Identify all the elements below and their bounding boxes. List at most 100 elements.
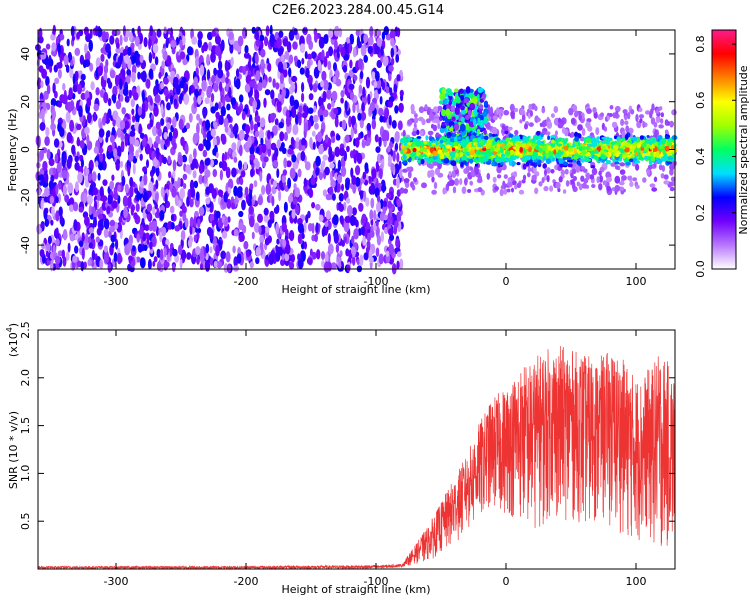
spectrogram-cell	[463, 98, 469, 104]
spectrogram-cell	[339, 147, 346, 157]
spectrogram-cell	[187, 46, 193, 56]
spectrogram-cell	[474, 90, 478, 96]
spectrogram-cell	[625, 162, 631, 166]
spectrogram-cell	[192, 170, 197, 179]
spectrogram-cell	[202, 107, 207, 119]
spectrogram-cell	[63, 55, 69, 66]
spectrogram-cell	[136, 190, 140, 202]
spectrogram-cell	[390, 163, 395, 172]
spectrogram-cell	[399, 168, 403, 179]
spectrogram-cell	[319, 114, 324, 122]
spectrogram-cell	[233, 156, 238, 163]
spectrogram-cell	[627, 175, 632, 181]
spectrogram-cell	[413, 177, 418, 183]
spectrogram-cell	[353, 228, 359, 240]
spectrogram-cell	[74, 181, 79, 193]
spectrogram-cell	[241, 111, 246, 121]
spectrogram-cell	[297, 168, 302, 178]
spectrogram-cell	[655, 109, 660, 114]
spectrogram-cell	[558, 176, 563, 183]
spectrogram-cell	[421, 182, 427, 189]
spectrogram-cell	[109, 225, 115, 233]
spectrogram-cell	[547, 135, 551, 140]
spectrogram-cell	[184, 143, 189, 155]
spectrogram-cell	[376, 37, 383, 47]
spectrogram-cell	[50, 123, 56, 131]
spectrogram-cell	[281, 88, 286, 99]
spectrogram-cell	[37, 174, 44, 181]
spectrogram-cell	[119, 34, 123, 46]
spectrogram-cell	[376, 59, 383, 69]
spectrogram-cell	[432, 124, 438, 132]
spectrogram-cell	[295, 204, 300, 215]
spectrogram-cell	[388, 73, 392, 82]
spectrogram-cell	[454, 178, 459, 186]
spectrogram-cell	[315, 222, 319, 233]
spectrogram-cell	[119, 120, 126, 130]
spectrogram-cell	[278, 121, 284, 129]
spectrogram-cell	[113, 148, 118, 158]
spectrogram-cell	[106, 77, 111, 84]
spectrogram-cell	[467, 189, 472, 193]
spectrogram-cell	[88, 173, 92, 182]
spectrogram-cell	[93, 146, 99, 154]
spectrogram-cell	[139, 257, 146, 269]
spectrogram-cell	[66, 157, 72, 169]
spectrogram-cell	[654, 129, 658, 138]
spectrogram-cell	[78, 105, 83, 118]
spectrogram-cell	[103, 252, 108, 264]
spectrogram-cell	[396, 212, 401, 222]
spectrogram-cell	[275, 82, 280, 90]
spectrogram-cell	[250, 119, 254, 131]
spectrogram-cell	[57, 69, 62, 79]
spectrogram-cell	[312, 141, 316, 150]
spectrogram-cell	[287, 148, 294, 155]
spectrogram-cell	[80, 92, 86, 100]
spectrogram-cell	[345, 197, 351, 204]
spectrogram-cell	[99, 259, 104, 270]
spectrogram-cell	[586, 108, 592, 114]
spectrogram-cell	[235, 68, 240, 78]
spectrogram-cell	[340, 46, 346, 57]
spectrogram-cell	[94, 25, 99, 37]
spectrogram-cell	[80, 73, 86, 81]
spectrogram-cell	[68, 87, 73, 99]
spectrogram-cell	[585, 121, 591, 129]
spectrogram-cell	[275, 204, 280, 214]
spectrogram-cell	[270, 112, 277, 120]
spectrogram-cell	[290, 106, 297, 119]
spectrogram-cell	[290, 136, 295, 146]
spectrogram-cell	[329, 162, 335, 169]
spectrogram-cell	[196, 113, 201, 121]
spectrogram-cell	[506, 188, 511, 193]
spectrogram-cell	[182, 183, 187, 189]
spectrogram-cell	[329, 154, 335, 162]
spectrogram-cell	[340, 97, 344, 104]
spectrogram-cell	[188, 86, 192, 96]
spectrogram-cell	[528, 103, 532, 112]
spectrogram-cell	[563, 139, 568, 144]
spectrogram-cell	[375, 71, 380, 82]
spectrogram-cell	[170, 222, 175, 230]
spectrogram-cell	[265, 25, 270, 37]
spectrogram-cell	[314, 122, 319, 130]
spectrogram-cell	[349, 214, 356, 227]
spectrogram-cell	[124, 183, 129, 194]
spectrogram-cell	[388, 228, 394, 236]
spectrogram-cell	[348, 115, 352, 128]
spectrogram-cell	[613, 113, 619, 118]
spectrogram-cell	[378, 253, 384, 265]
spectrogram-cell	[614, 175, 621, 184]
spectrogram-cell	[379, 115, 384, 123]
spectrogram-cell	[133, 212, 138, 220]
spectrogram-cell	[439, 127, 445, 134]
spectrogram-cell	[608, 113, 614, 117]
spectrogram-cell	[141, 90, 145, 103]
spectrogram-cell	[323, 261, 330, 273]
spectrogram-cell	[173, 98, 178, 107]
spectrogram-cell	[318, 36, 325, 49]
spectrogram-cell	[297, 59, 302, 69]
spectrogram-cell	[253, 180, 258, 188]
spectrogram-cell	[222, 96, 226, 108]
spectrogram-cell	[40, 199, 44, 211]
